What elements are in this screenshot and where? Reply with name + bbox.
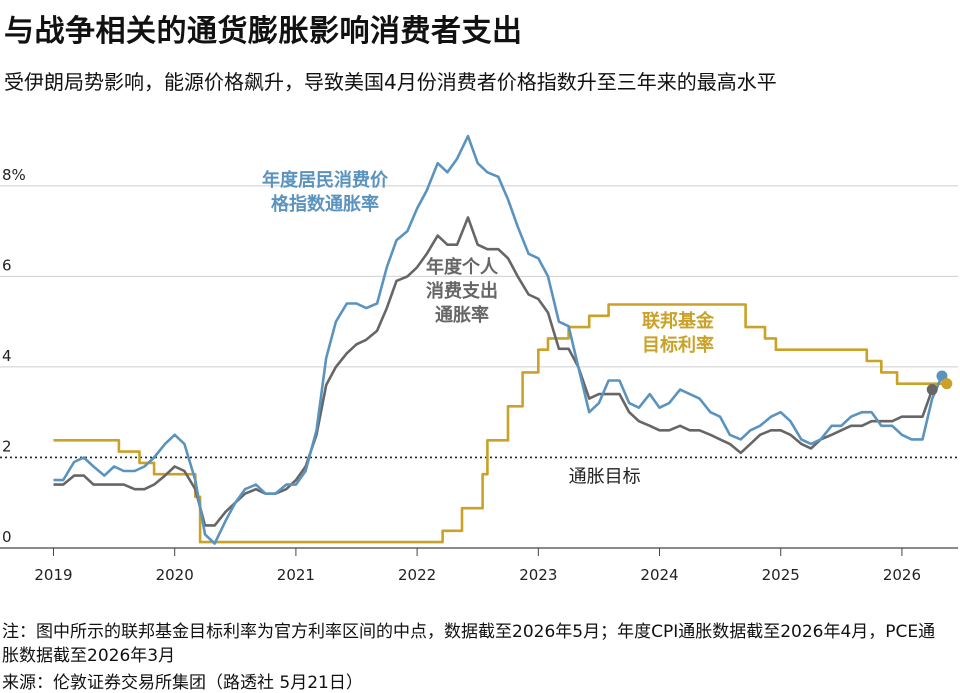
x-axis: 2019 2020 2021 2022 2023 2024 2025 2026 (34, 548, 921, 584)
target-label: 通胀目标 (569, 466, 641, 487)
series-label-0: 年度居民消费价 (262, 169, 389, 191)
x-tick-label: 2020 (156, 566, 194, 584)
inflation-target-line: 通胀目标 (0, 456, 958, 487)
x-tick-label: 2021 (277, 566, 315, 584)
chart-note: 注：图中所示的联邦基金目标利率为官方利率区间的中点，数据截至2026年5月；年度… (2, 622, 936, 666)
chart-title: 与战争相关的通货膨胀影响消费者支出 (4, 14, 523, 49)
series-label-2: 联邦基金 (642, 310, 715, 332)
series-line-0 (53, 134, 944, 545)
end-marker-2 (941, 378, 953, 390)
series-label-2: 目标利率 (642, 334, 714, 356)
chart-subtitle: 受伊朗局势影响，能源价格飙升，导致美国4月份消费者价格指数升至三年来的最高水平 (4, 70, 777, 94)
x-tick-label: 2025 (762, 566, 800, 584)
series-label-1: 年度个人 (426, 256, 499, 278)
gridlines: 0 2 4 6 8% (0, 166, 958, 549)
x-tick-label: 2026 (883, 566, 921, 584)
series-lines (53, 134, 947, 545)
y-tick-label: 0 (2, 528, 12, 546)
x-tick-label: 2024 (640, 566, 678, 584)
y-tick-label: 8% (2, 166, 26, 184)
y-tick-label: 2 (2, 437, 12, 455)
series-line-2 (53, 303, 947, 544)
y-tick-label: 6 (2, 256, 12, 274)
x-tick-label: 2023 (519, 566, 557, 584)
x-tick-label: 2019 (34, 566, 72, 584)
series-label-1: 消费支出 (426, 280, 498, 302)
end-markers (926, 370, 953, 396)
x-tick-label: 2022 (398, 566, 436, 584)
y-tick-label: 4 (2, 347, 12, 365)
chart-source: 来源：伦敦证券交易所集团（路透社 5月21日） (2, 673, 363, 693)
series-label-1: 通胀率 (435, 304, 489, 326)
series-label-0: 格指数通胀率 (271, 193, 379, 215)
end-marker-1 (926, 384, 938, 396)
